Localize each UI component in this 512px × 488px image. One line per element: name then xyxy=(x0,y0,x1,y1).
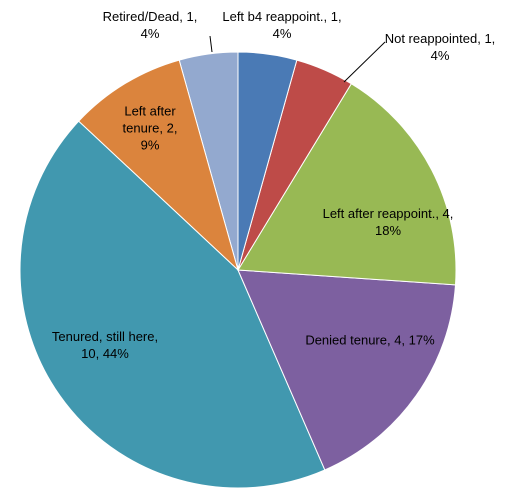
data-label: Retired/Dead, 1, 4% xyxy=(102,9,198,41)
data-label: Denied tenure, 4, 17% xyxy=(305,332,435,348)
pie-slice xyxy=(237,83,457,286)
pie-slice xyxy=(237,51,298,271)
data-label: Left b4 reappoint., 1, 4% xyxy=(222,9,342,41)
pie-slice xyxy=(237,269,457,471)
data-label: Left after tenure, 2, 9% xyxy=(122,103,178,153)
pie-slice xyxy=(77,59,239,272)
data-label: Tenured, still here, 10, 44% xyxy=(51,329,159,361)
data-label: Not reappointed, 1, 4% xyxy=(384,31,496,63)
data-label: Left after reappoint., 4, 18% xyxy=(322,206,454,238)
leader-line xyxy=(343,41,386,83)
leader-line xyxy=(209,35,213,53)
